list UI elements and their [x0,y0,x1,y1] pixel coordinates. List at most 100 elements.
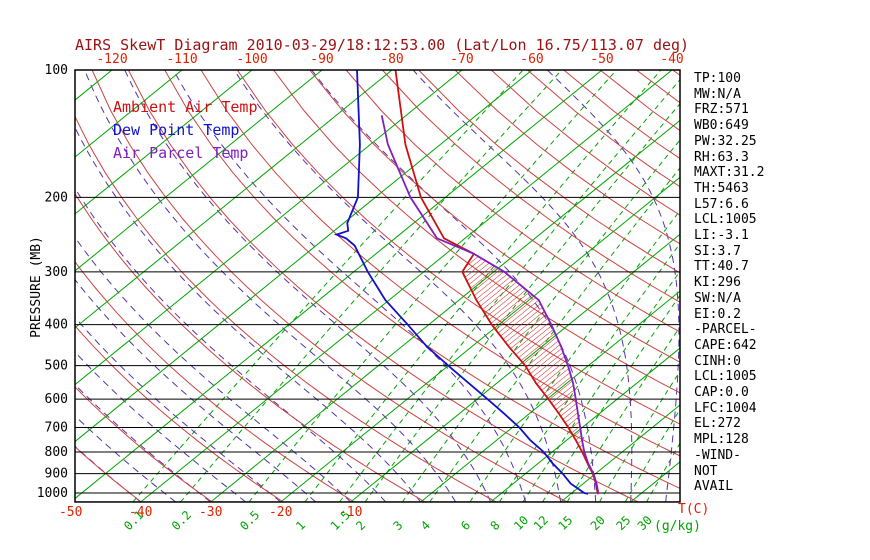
stat-line: -WIND- [694,447,741,463]
stat-line: WB0:649 [694,118,749,134]
mixing-ratio-label: 1 [293,518,308,533]
stat-line: TP:100 [694,71,741,86]
mixing-ratio-label: 4 [418,518,433,533]
mixing-axis-title: (g/kg) [654,519,701,534]
moist-adiabats [75,70,680,502]
pressure-tick-label: 300 [45,265,68,280]
dry-adiabat-line [164,70,680,489]
dry-adiabat-line [309,70,680,363]
mixing-ratio-label: 12 [531,513,551,533]
stat-line: CAP:0.0 [694,385,749,401]
isotherm-line [75,70,323,272]
plot-border-rect [74,69,681,503]
isotherm-line [560,404,680,502]
mixing-ratio-line [429,167,680,502]
dry-adiabat-line [345,70,680,333]
isotherm-line [140,70,673,502]
top-temp-label: -60 [520,52,543,67]
stat-line: CAPE:642 [694,337,757,353]
stat-line: TH:5463 [694,180,749,196]
dry-adiabat-line [75,260,355,502]
isotherm-line [75,70,113,101]
stat-line: EI:0.2 [694,306,741,322]
mixing-ratio-line [248,70,617,502]
stat-line: AVAIL [694,479,734,495]
chart-title: AIRS SkewT Diagram 2010-03-29/18:12:53.0… [75,36,690,54]
dry-adiabat-line [75,446,142,502]
stat-line: MW:N/A [694,86,741,102]
pressure-tick-label: 1000 [37,486,68,501]
bottom-temp-label: -50 [59,505,82,520]
bottom-temp-axis-labels: -50 -40 -30 -20 -10 [59,505,362,520]
top-temp-label: -120 [96,52,127,67]
stat-line: LFC:1004 [694,400,757,416]
top-temp-label: -80 [380,52,403,67]
stat-line: MAXT:31.2 [694,165,765,181]
mixing-ratio-line [339,78,680,502]
axis-titles: PRESSURE (MB) T(C) (g/kg) [29,236,709,534]
isotherm-line [280,176,680,502]
dew-point-trace [333,70,589,495]
dry-adiabats [75,70,680,502]
moist-adiabat-line [173,70,527,502]
legend-dew-point-temp: Dew Point Temp [113,121,240,139]
pressure-tick-label: 400 [45,318,68,333]
mixing-ratio-line [566,326,680,502]
bottom-temp-label: -30 [199,505,222,520]
pressure-tick-label: 900 [45,467,68,482]
stat-line: -PARCEL- [694,322,757,338]
pressure-tick-label: 200 [45,190,68,205]
stat-line: KI:296 [694,275,741,291]
pressure-tick-label: 600 [45,392,68,407]
mixing-ratio-line [469,209,680,502]
dry-adiabat-line [75,325,284,502]
stat-line: MPL:128 [694,432,749,448]
pressure-tick-label: 800 [45,445,68,460]
moist-adiabat-line [412,70,633,502]
top-temp-axis-labels: -120 -110 -100 -90 -80 -70 -60 -50 -40 [96,52,683,67]
mixing-ratio-label: 20 [588,513,608,533]
mixing-ratio-label: 10 [511,513,531,533]
stat-line: L57:6.6 [694,196,749,212]
stat-line: SI:3.7 [694,243,741,259]
moist-adiabat-line [124,70,492,502]
mixing-ratio-label: 25 [613,513,633,533]
legend: Ambient Air Temp Dew Point Temp Air Parc… [113,96,258,165]
top-temp-label: -70 [450,52,473,67]
top-temp-label: -90 [310,52,333,67]
pressure-tick-label: 500 [45,359,68,374]
moist-adiabat-line [75,126,422,502]
stat-line: PW:32.25 [694,133,757,149]
isotherm-line [350,233,680,502]
temp-axis-title: T(C) [678,502,709,517]
moist-adiabat-line [75,383,212,502]
stat-line: CINH:0 [694,353,741,369]
moist-adiabat-line [84,70,457,502]
moist-adiabat-line [233,70,562,502]
dry-adiabat-line [75,386,213,502]
mixing-ratio-label: 0.2 [169,508,194,533]
dry-adiabat-line [382,70,680,303]
dew-point-curve [333,70,589,495]
mixing-ratio-line [304,70,662,502]
isotherm-line [75,70,603,500]
stats-panel: TP:100 MW:N/A FRZ:571 WB0:649 PW:32.25 RH:63.… [694,71,764,495]
parcel-temp-trace [380,115,600,495]
mixing-ratio-lines [132,70,680,502]
dry-adiabat-line [273,70,680,394]
mixing-ratio-label: 15 [555,513,575,533]
dry-adiabat-line [418,70,680,274]
moist-adiabat-line [75,415,177,502]
mixing-ratio-line [401,139,680,502]
mixing-ratio-line [599,370,680,502]
stat-line: LCL:1005 [694,212,757,228]
stat-line: EL:272 [694,416,741,432]
top-temp-label: -40 [660,52,683,67]
plot-border [74,69,681,503]
stat-line: LCL:1005 [694,369,757,385]
top-temp-label: -110 [166,52,197,67]
stat-line: SW:N/A [694,290,741,306]
stat-line: FRZ:571 [694,102,749,118]
